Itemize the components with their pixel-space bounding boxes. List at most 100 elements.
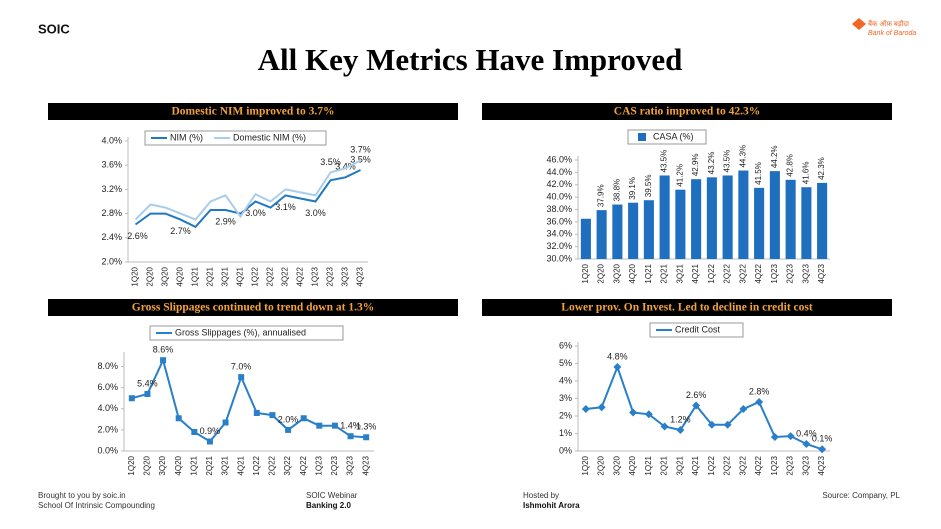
y-tick-label: 32.0% — [546, 241, 572, 251]
marker — [222, 419, 229, 426]
data-label: 42.3% — [817, 157, 826, 180]
marker — [739, 405, 748, 413]
bar — [801, 187, 812, 259]
data-label: 38.8% — [612, 179, 621, 202]
x-tick-label: 1Q22 — [707, 263, 716, 283]
marker — [707, 420, 716, 429]
x-tick-label: 1Q22 — [707, 455, 716, 475]
panel-header — [482, 299, 892, 316]
y-tick-label: 40.0% — [546, 192, 572, 202]
x-tick-label: 3Q23 — [801, 455, 810, 475]
data-label: 1.2% — [670, 414, 691, 424]
marker — [644, 410, 653, 419]
y-tick-label: 3.2% — [101, 184, 122, 194]
y-tick-label: 3% — [559, 393, 572, 403]
footer-text: Source: Company, PL — [822, 491, 900, 500]
y-tick-label: 4% — [559, 375, 572, 385]
x-tick-label: 2Q21 — [660, 263, 669, 283]
x-tick-label: 4Q20 — [176, 266, 185, 286]
data-label: 41.6% — [801, 162, 810, 185]
marker — [597, 403, 606, 412]
panel-title: CAS ratio improved to 42.3% — [614, 106, 760, 118]
logo-name: Bank of Baroda — [868, 30, 916, 37]
legend-box — [149, 325, 344, 341]
x-tick-label: 3Q22 — [738, 263, 747, 283]
marker — [692, 401, 701, 410]
marker — [363, 434, 370, 441]
marker — [128, 395, 135, 402]
marker — [755, 398, 764, 406]
x-tick-label: 4Q20 — [174, 455, 183, 475]
bar — [785, 179, 796, 259]
y-tick-label: 0% — [559, 445, 572, 455]
marker — [300, 415, 307, 422]
bar — [659, 175, 670, 259]
y-tick-label: 2.0% — [101, 256, 122, 266]
panel-title: Gross Slippages continued to trend down … — [132, 302, 374, 314]
x-tick-label: 3Q22 — [283, 455, 292, 475]
data-label: 3.7% — [350, 145, 371, 155]
x-tick-label: 3Q21 — [221, 455, 230, 475]
marker — [269, 412, 276, 419]
bar — [817, 182, 828, 259]
y-tick-label: 8.0% — [97, 361, 118, 371]
x-tick-label: 2Q23 — [330, 455, 339, 475]
legend-box — [144, 130, 327, 146]
y-tick-label: 2% — [559, 410, 572, 420]
y-tick-label: 2.4% — [101, 232, 122, 242]
x-tick-label: 2Q22 — [723, 455, 732, 475]
line — [131, 357, 367, 443]
bar — [612, 204, 623, 259]
bar — [722, 175, 733, 259]
data-label: 2.6% — [686, 390, 707, 400]
marker — [206, 438, 213, 445]
marker — [786, 432, 795, 441]
x-tick-label: 4Q21 — [236, 455, 245, 475]
data-label: 2.8% — [749, 386, 770, 396]
data-label: 0.1% — [812, 434, 833, 444]
line — [585, 364, 823, 451]
marker — [285, 426, 292, 433]
marker — [802, 440, 811, 448]
x-tick-label: 1Q21 — [189, 455, 198, 475]
x-tick-label: 1Q20 — [581, 455, 590, 475]
x-tick-label: 3Q20 — [612, 455, 621, 475]
panel-header — [482, 103, 892, 120]
data-label: 44.2% — [770, 145, 779, 168]
data-label: 8.6% — [153, 345, 174, 355]
y-tick-label: 38.0% — [546, 204, 572, 214]
footer-text: School Of Intrinsic Compounding — [38, 501, 155, 510]
line — [134, 169, 361, 229]
x-tick-label: 3Q20 — [612, 263, 621, 283]
x-tick-label: 4Q22 — [754, 263, 763, 283]
panel-header — [48, 299, 458, 316]
marker — [613, 363, 622, 371]
data-label: 39.1% — [628, 177, 637, 200]
y-tick-label: 46.0% — [546, 154, 572, 164]
legend-box — [627, 129, 707, 145]
data-label: 3.5% — [320, 157, 341, 167]
data-label: 42.9% — [691, 153, 700, 176]
footer-text: SOIC Webinar — [306, 491, 358, 500]
bar — [580, 218, 591, 259]
x-tick-label: 4Q21 — [691, 455, 700, 475]
bar — [706, 177, 717, 259]
x-tick-label: 3Q20 — [158, 455, 167, 475]
x-tick-label: 2Q22 — [268, 455, 277, 475]
line — [134, 159, 361, 221]
x-tick-label: 4Q22 — [754, 455, 763, 475]
data-label: 43.5% — [723, 150, 732, 173]
marker — [191, 429, 198, 435]
x-tick-label: 2Q20 — [597, 455, 606, 475]
data-label: 3.0% — [305, 208, 326, 218]
y-tick-label: 4.0% — [101, 135, 122, 145]
y-tick-label: 5% — [559, 358, 572, 368]
legend-label: Domestic NIM (%) — [233, 132, 306, 142]
bar — [738, 170, 749, 259]
data-label: 44.3% — [738, 145, 747, 168]
bar — [643, 200, 654, 259]
x-tick-label: 3Q22 — [738, 455, 747, 475]
logo-hindi: बैंक ऑफ़ बड़ौदा — [868, 19, 909, 28]
data-label: 5.4% — [137, 378, 158, 388]
legend-box — [649, 322, 744, 338]
